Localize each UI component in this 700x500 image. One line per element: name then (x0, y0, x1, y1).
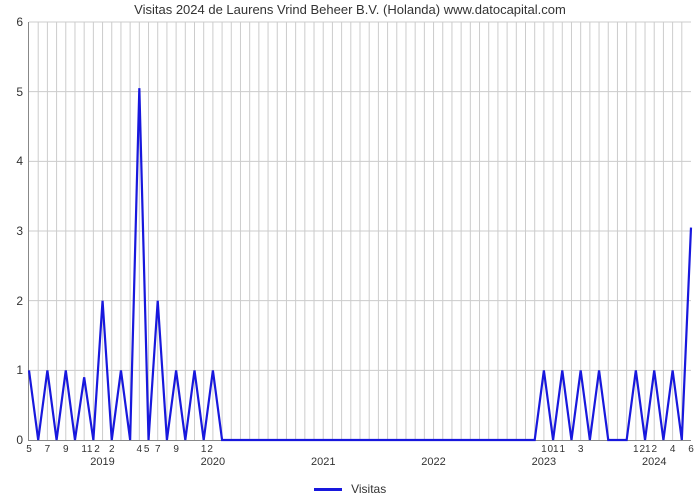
xtick-year-label: 2022 (421, 440, 445, 468)
xtick-label: 5 (144, 440, 150, 455)
ytick-label: 1 (16, 363, 29, 377)
xtick-year-label: 2021 (311, 440, 335, 468)
xtick-label: 7 (45, 440, 51, 455)
legend-swatch (314, 488, 342, 491)
xtick-label: 1 (633, 440, 639, 455)
legend-label: Visitas (351, 482, 386, 496)
xtick-year-label: 2024 (642, 440, 666, 468)
xtick-label: 9 (63, 440, 69, 455)
ytick-label: 4 (16, 154, 29, 168)
xtick-year-label: 2020 (201, 440, 225, 468)
chart-title: Visitas 2024 de Laurens Vrind Beheer B.V… (0, 2, 700, 17)
legend: Visitas (0, 482, 700, 496)
xtick-year-label: 2019 (90, 440, 114, 468)
ytick-label: 2 (16, 294, 29, 308)
ytick-label: 5 (16, 85, 29, 99)
xtick-label: 7 (155, 440, 161, 455)
xtick-label: 4 (137, 440, 143, 455)
plot-svg (29, 22, 691, 440)
chart-container: Visitas 2024 de Laurens Vrind Beheer B.V… (0, 0, 700, 500)
xtick-year-label: 2023 (532, 440, 556, 468)
ytick-label: 6 (16, 15, 29, 29)
plot-area: 0123456579112245791210113121246201920202… (28, 22, 691, 441)
xtick-label: 6 (688, 440, 694, 455)
xtick-label: 5 (26, 440, 32, 455)
ytick-label: 3 (16, 224, 29, 238)
xtick-label: 3 (578, 440, 584, 455)
xtick-label: 4 (670, 440, 676, 455)
xtick-label: 9 (173, 440, 179, 455)
xtick-label: 1 (559, 440, 565, 455)
